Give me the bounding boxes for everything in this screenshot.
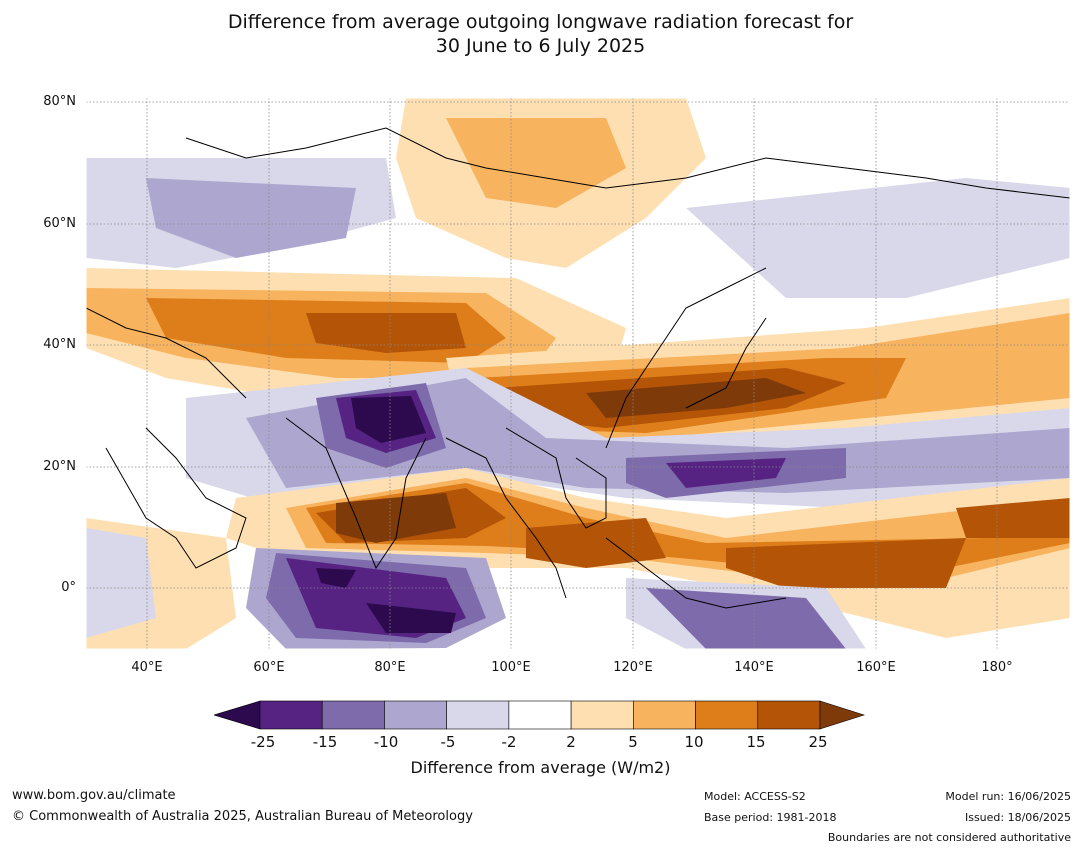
lon-label-140e: 140°E	[734, 660, 774, 675]
issued-text: Issued: 18/06/2025	[964, 811, 1071, 824]
colorbar-tick: -25	[250, 733, 276, 751]
map-svg	[85, 97, 1071, 650]
colorbar-low-extension	[214, 700, 261, 730]
colorbar-tick: -5	[440, 733, 456, 751]
colorbar-cell	[508, 700, 572, 730]
lat-label-20n: 20°N	[43, 459, 76, 474]
model-text: Model: ACCESS-S2	[704, 790, 806, 803]
colorbar-high-extension	[819, 700, 865, 730]
colorbar-cell	[259, 700, 323, 730]
colorbar-cells	[259, 700, 821, 730]
lon-label-100e: 100°E	[491, 660, 531, 675]
anomaly-map	[85, 97, 1071, 650]
colorbar-cell	[384, 700, 447, 730]
lat-label-0: 0°	[61, 580, 76, 595]
lon-label-160e: 160°E	[856, 660, 896, 675]
colorbar-tick: -10	[373, 733, 399, 751]
colorbar	[214, 700, 865, 730]
colorbar-tick: 15	[746, 733, 766, 751]
colorbar-title: Difference from average (W/m2)	[410, 758, 671, 777]
colorbar-tick: 25	[808, 733, 828, 751]
colorbar-cell	[446, 700, 510, 730]
colorbar-tick: 10	[684, 733, 704, 751]
colorbar-tick: -2	[501, 733, 517, 751]
title-line-1: Difference from average outgoing longwav…	[227, 11, 854, 33]
lat-label-80n: 80°N	[43, 94, 76, 109]
lat-label-60n: 60°N	[43, 216, 76, 231]
colorbar-tick: 2	[566, 733, 576, 751]
colorbar-cell	[321, 700, 385, 730]
colorbar-tick: 5	[628, 733, 638, 751]
colorbar-cell	[757, 700, 821, 730]
base-period-text: Base period: 1981-2018	[704, 811, 837, 824]
colorbar-cell	[570, 700, 634, 730]
colorbar-cell	[633, 700, 696, 730]
title-line-2: 30 June to 6 July 2025	[435, 35, 646, 57]
lon-label-60e: 60°E	[253, 660, 285, 675]
lon-label-120e: 120°E	[613, 660, 653, 675]
copyright-text: © Commonwealth of Australia 2025, Austra…	[12, 809, 473, 824]
website-text: www.bom.gov.au/climate	[12, 788, 176, 803]
lon-label-40e: 40°E	[131, 660, 163, 675]
lat-label-40n: 40°N	[43, 337, 76, 352]
disclaimer-text: Boundaries are not considered authoritat…	[827, 831, 1071, 844]
lon-label-80e: 80°E	[374, 660, 406, 675]
map-title: Difference from average outgoing longwav…	[0, 10, 1081, 58]
colorbar-tick: -15	[312, 733, 338, 751]
model-run-text: Model run: 16/06/2025	[945, 790, 1071, 803]
colorbar-cell	[695, 700, 759, 730]
lon-label-180: 180°	[981, 660, 1013, 675]
